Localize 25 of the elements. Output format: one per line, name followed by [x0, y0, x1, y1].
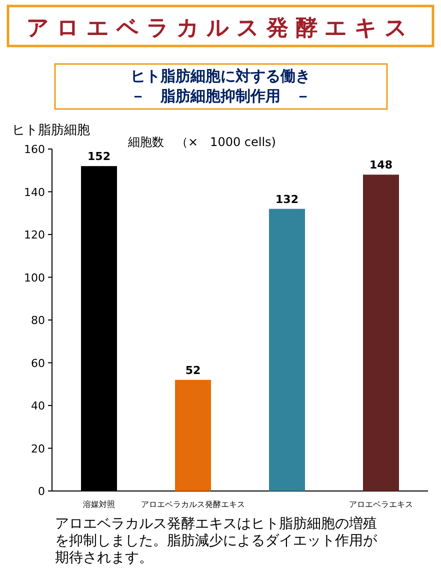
- bar: [175, 380, 211, 491]
- y-tick-label: 140: [24, 186, 45, 199]
- y-tick-label: 100: [24, 271, 45, 284]
- data-label: 152: [88, 150, 110, 164]
- chart-subtitle: ヒト脂肪細胞に対する働き: [130, 67, 310, 85]
- y-tick-label: 160: [24, 143, 45, 156]
- y-tick-label: 120: [24, 228, 45, 242]
- data-label: 132: [276, 192, 298, 206]
- y-axis-title: ヒト脂肪細胞: [12, 123, 90, 138]
- text: － 脂肪細胞抑制作用 －: [130, 87, 310, 105]
- y-tick-label: 80: [31, 314, 45, 327]
- chart-title: アロエベラカルス発酵エキス: [26, 16, 414, 41]
- bar: [363, 174, 399, 491]
- y-tick-label: 20: [31, 442, 45, 456]
- data-label: 148: [370, 158, 392, 172]
- x-tick-label: 溶媒対照: [83, 500, 115, 509]
- x-tick-label: アロエベラエキス: [349, 500, 413, 509]
- y-tick-label: 60: [31, 356, 45, 370]
- text: アロエベラカルス発酵エキスはヒト脂肪細胞の増殖を抑制しました。脂肪減少によるダイエット作用が期待されます。: [55, 516, 378, 567]
- x-tick-label: アロエベラカルス発酵エキス: [141, 500, 245, 509]
- annotation: 細胞数 （× 1000 cells): [127, 135, 276, 149]
- y-tick-label: 40: [31, 400, 45, 412]
- bar: [269, 208, 305, 491]
- y-tick-label: 0: [38, 485, 45, 498]
- data-label: 52: [185, 364, 201, 377]
